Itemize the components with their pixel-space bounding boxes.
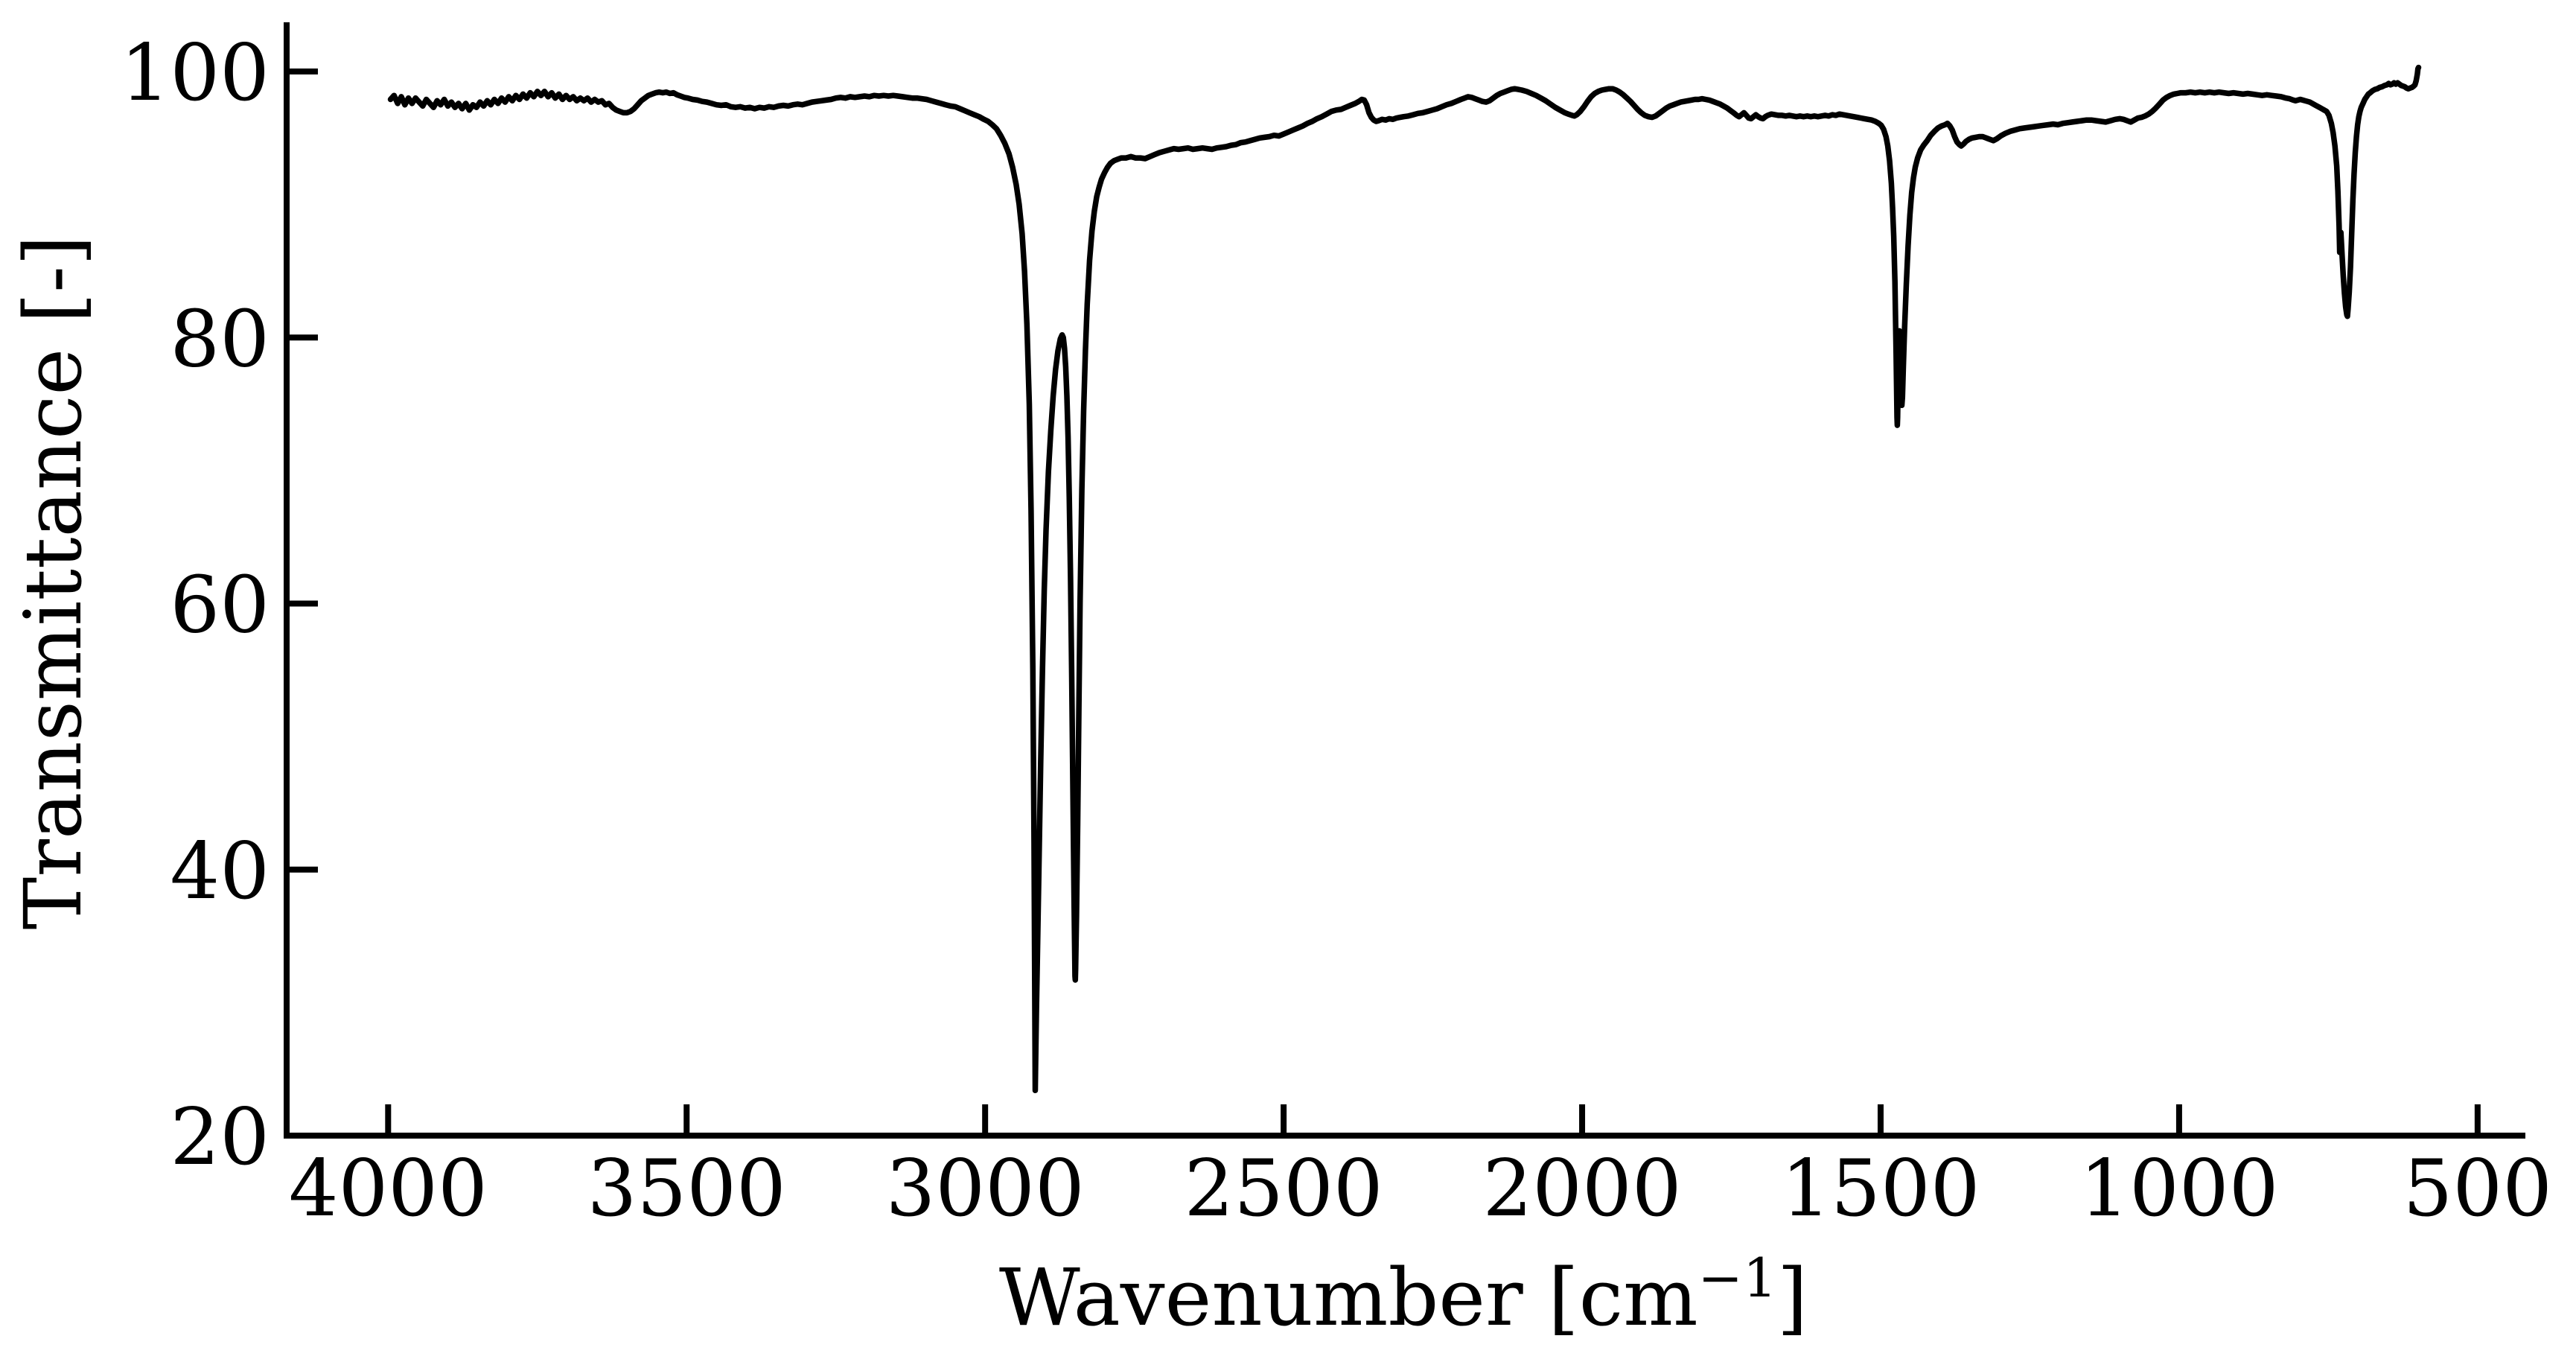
spectrum-line — [387, 64, 2422, 1094]
x-tick-label: 1000 — [2079, 1143, 2278, 1234]
y-axis-label: Transmittance [-] — [7, 235, 99, 930]
axes: 4000 3500 3000 2500 2000 1500 1000 500 20 40 60 80 1… — [121, 22, 2552, 1234]
x-axis-label-superscript: −1 — [1698, 1247, 1777, 1309]
axes-spines — [284, 22, 2525, 1139]
x-tick-label: 3000 — [886, 1143, 1085, 1234]
x-axis-label-text: Wavenumber [cm — [999, 1252, 1698, 1343]
x-tick-label: 4000 — [289, 1143, 488, 1234]
y-tick-label: 60 — [170, 560, 270, 651]
y-tick-label: 100 — [121, 28, 270, 118]
x-tick-label: 3500 — [587, 1143, 786, 1234]
x-axis-label: Wavenumber [cm−1] — [999, 1247, 1808, 1343]
x-tick-label: 500 — [2403, 1143, 2552, 1234]
x-tick-label: 1500 — [1781, 1143, 1980, 1234]
y-tick-label: 40 — [170, 826, 270, 917]
x-tick-label: 2000 — [1482, 1143, 1681, 1234]
x-tick-label: 2500 — [1185, 1143, 1383, 1234]
y-tick-label: 80 — [170, 293, 270, 384]
y-tick-label: 20 — [170, 1092, 270, 1183]
x-axis-label-bracket: ] — [1777, 1252, 1808, 1343]
